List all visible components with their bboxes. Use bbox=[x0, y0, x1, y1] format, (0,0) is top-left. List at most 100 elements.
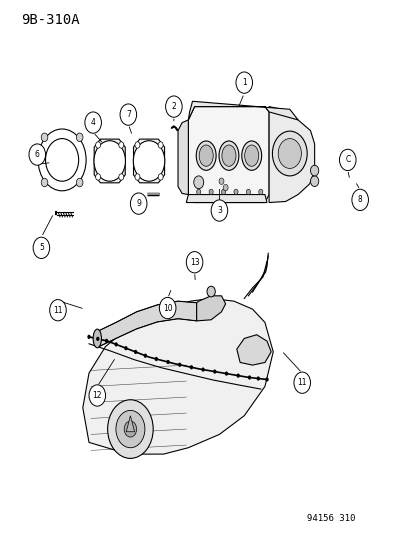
Circle shape bbox=[310, 165, 318, 176]
Text: 5: 5 bbox=[39, 244, 44, 252]
Text: 9B-310A: 9B-310A bbox=[21, 13, 79, 27]
Circle shape bbox=[213, 369, 216, 374]
Text: 11: 11 bbox=[297, 378, 306, 387]
Text: 7: 7 bbox=[126, 110, 131, 119]
Text: 3: 3 bbox=[216, 206, 221, 215]
Circle shape bbox=[41, 133, 48, 142]
Text: 9: 9 bbox=[136, 199, 141, 208]
Polygon shape bbox=[188, 101, 297, 120]
Circle shape bbox=[158, 142, 163, 148]
Text: 13: 13 bbox=[189, 258, 199, 266]
Circle shape bbox=[224, 372, 228, 376]
Circle shape bbox=[95, 142, 100, 148]
Circle shape bbox=[33, 237, 50, 259]
Circle shape bbox=[186, 252, 202, 273]
Circle shape bbox=[159, 297, 176, 319]
Circle shape bbox=[41, 178, 48, 187]
Circle shape bbox=[130, 193, 147, 214]
Ellipse shape bbox=[241, 141, 261, 171]
Circle shape bbox=[351, 189, 368, 211]
Circle shape bbox=[211, 200, 227, 221]
Circle shape bbox=[119, 142, 123, 148]
Circle shape bbox=[178, 362, 181, 367]
Circle shape bbox=[104, 339, 108, 343]
Circle shape bbox=[278, 139, 301, 168]
Circle shape bbox=[124, 421, 136, 437]
Text: 12: 12 bbox=[93, 391, 102, 400]
Circle shape bbox=[135, 142, 140, 148]
Circle shape bbox=[233, 189, 237, 195]
Circle shape bbox=[221, 189, 225, 195]
Text: 11: 11 bbox=[53, 306, 62, 314]
Circle shape bbox=[236, 374, 239, 378]
Circle shape bbox=[154, 357, 158, 361]
Circle shape bbox=[87, 335, 90, 339]
Circle shape bbox=[158, 174, 163, 180]
Polygon shape bbox=[178, 120, 188, 195]
Circle shape bbox=[196, 189, 200, 195]
Ellipse shape bbox=[199, 145, 213, 166]
Polygon shape bbox=[196, 296, 225, 321]
Ellipse shape bbox=[218, 141, 238, 171]
Text: C: C bbox=[344, 156, 349, 164]
Circle shape bbox=[95, 174, 100, 180]
Text: 6: 6 bbox=[35, 150, 40, 159]
Text: 2: 2 bbox=[171, 102, 176, 111]
Circle shape bbox=[209, 189, 213, 195]
Circle shape bbox=[85, 112, 101, 133]
Circle shape bbox=[256, 376, 259, 381]
Ellipse shape bbox=[93, 329, 101, 348]
Circle shape bbox=[134, 350, 137, 354]
Circle shape bbox=[339, 149, 355, 171]
Polygon shape bbox=[83, 298, 273, 454]
Circle shape bbox=[272, 131, 306, 176]
Polygon shape bbox=[94, 139, 125, 183]
Text: 4: 4 bbox=[90, 118, 95, 127]
Polygon shape bbox=[268, 107, 314, 203]
Text: 8: 8 bbox=[357, 196, 362, 204]
Circle shape bbox=[247, 375, 251, 379]
Circle shape bbox=[193, 176, 203, 189]
Polygon shape bbox=[186, 195, 266, 203]
Circle shape bbox=[76, 133, 83, 142]
Polygon shape bbox=[126, 416, 134, 432]
Ellipse shape bbox=[196, 141, 216, 171]
Circle shape bbox=[293, 372, 310, 393]
Ellipse shape bbox=[244, 145, 258, 166]
Circle shape bbox=[124, 346, 127, 350]
Circle shape bbox=[258, 189, 262, 195]
Circle shape bbox=[89, 385, 105, 406]
Polygon shape bbox=[99, 301, 196, 346]
Circle shape bbox=[143, 353, 147, 358]
Polygon shape bbox=[236, 335, 271, 365]
Circle shape bbox=[133, 141, 164, 181]
Polygon shape bbox=[188, 107, 268, 203]
Circle shape bbox=[29, 144, 45, 165]
Circle shape bbox=[116, 410, 145, 448]
Circle shape bbox=[310, 176, 318, 187]
Circle shape bbox=[107, 400, 153, 458]
Circle shape bbox=[120, 104, 136, 125]
Ellipse shape bbox=[221, 145, 235, 166]
Circle shape bbox=[76, 178, 83, 187]
Polygon shape bbox=[133, 139, 164, 183]
Circle shape bbox=[218, 178, 223, 184]
Circle shape bbox=[235, 72, 252, 93]
Circle shape bbox=[246, 189, 250, 195]
Circle shape bbox=[201, 367, 204, 372]
Circle shape bbox=[94, 141, 125, 181]
Circle shape bbox=[114, 342, 118, 346]
Circle shape bbox=[119, 174, 123, 180]
Circle shape bbox=[265, 377, 268, 382]
Text: 94156 310: 94156 310 bbox=[306, 514, 354, 523]
Circle shape bbox=[189, 365, 192, 369]
Text: 1: 1 bbox=[241, 78, 246, 87]
Circle shape bbox=[206, 286, 215, 297]
Circle shape bbox=[50, 300, 66, 321]
Circle shape bbox=[165, 96, 182, 117]
Circle shape bbox=[135, 174, 140, 180]
Circle shape bbox=[223, 184, 228, 191]
Text: 10: 10 bbox=[162, 304, 172, 312]
Circle shape bbox=[166, 360, 169, 364]
Circle shape bbox=[96, 337, 99, 341]
